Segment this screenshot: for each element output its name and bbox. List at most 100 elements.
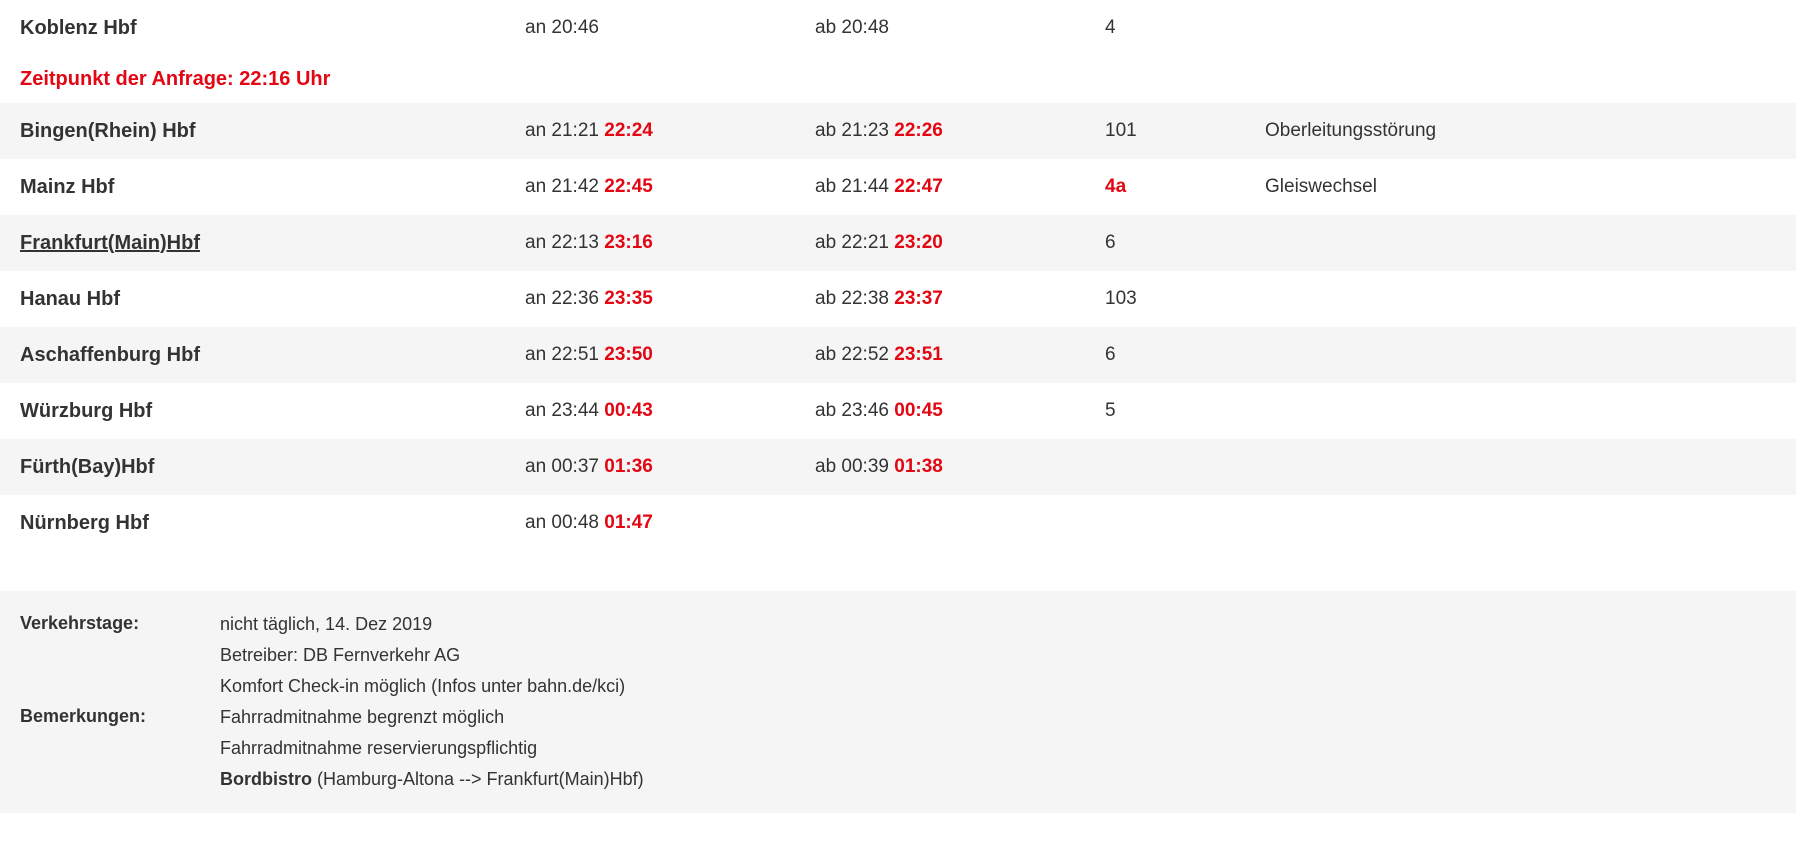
komfort: Komfort Check-in möglich (Infos unter ba… [220,673,1776,700]
bordbistro: Bordbistro (Hamburg-Altona --> Frankfurt… [220,766,1776,793]
arr-prefix: an [525,512,546,533]
bordbistro-rest: (Hamburg-Altona --> Frankfurt(Main)Hbf) [312,769,644,789]
platform-cell: 4 [1105,17,1265,39]
station-name: Bingen(Rhein) Hbf [20,120,525,143]
arr-prefix: an [525,344,546,365]
table-row: Bingen(Rhein) Hbfan 21:21 22:24ab 21:23 … [0,103,1796,159]
bemerkungen-label: Bemerkungen: [20,704,220,727]
departure-cell: ab 20:48 [815,17,1105,39]
arr-scheduled: 22:13 [551,232,599,253]
platform-cell: 6 [1105,232,1265,254]
platform-value: 4 [1105,17,1116,38]
departure-cell: ab 22:52 23:51 [815,344,1105,366]
footer-row-komfort: Komfort Check-in möglich (Infos unter ba… [20,673,1776,700]
footer: Verkehrstage: nicht täglich, 14. Dez 201… [0,591,1796,813]
dep-prefix: ab [815,232,836,253]
dep-prefix: ab [815,288,836,309]
dep-delay: 00:45 [894,400,943,421]
dep-delay: 22:26 [894,120,943,141]
station-name: Nürnberg Hbf [20,512,525,535]
platform-value: 4a [1105,176,1126,197]
dep-delay: 22:47 [894,176,943,197]
timetable: Koblenz Hbfan 20:46ab 20:484Zeitpunkt de… [0,0,1796,551]
table-row: Nürnberg Hbfan 00:48 01:47 [0,495,1796,551]
platform-cell: 6 [1105,344,1265,366]
station-name: Fürth(Bay)Hbf [20,456,525,479]
arr-prefix: an [525,232,546,253]
platform-value: 5 [1105,400,1116,421]
dep-delay: 01:38 [894,456,943,477]
station-name: Koblenz Hbf [20,17,525,40]
arr-scheduled: 20:46 [551,17,599,38]
station-name: Aschaffenburg Hbf [20,344,525,367]
arr-scheduled: 22:36 [551,288,599,309]
dep-scheduled: 21:23 [841,120,889,141]
departure-cell: ab 23:46 00:45 [815,400,1105,422]
arrival-cell: an 21:21 22:24 [525,120,815,142]
arr-prefix: an [525,176,546,197]
table-row: Fürth(Bay)Hbfan 00:37 01:36ab 00:39 01:3… [0,439,1796,495]
table-row: Aschaffenburg Hbfan 22:51 23:50ab 22:52 … [0,327,1796,383]
arr-prefix: an [525,17,546,38]
departure-cell: ab 22:21 23:20 [815,232,1105,254]
dep-prefix: ab [815,176,836,197]
arr-delay: 23:35 [604,288,653,309]
arrival-cell: an 23:44 00:43 [525,400,815,422]
dep-scheduled: 20:48 [841,17,889,38]
dep-scheduled: 22:52 [841,344,889,365]
table-row: Würzburg Hbfan 23:44 00:43ab 23:46 00:45… [0,383,1796,439]
departure-cell: ab 00:39 01:38 [815,456,1105,478]
footer-empty-label [20,766,220,768]
table-row: Mainz Hbfan 21:42 22:45ab 21:44 22:474a G… [0,159,1796,215]
footer-empty-label [20,673,220,675]
dep-delay: 23:37 [894,288,943,309]
dep-scheduled: 22:21 [841,232,889,253]
dep-delay: 23:51 [894,344,943,365]
arrival-cell: an 21:42 22:45 [525,176,815,198]
arr-delay: 22:45 [604,176,653,197]
request-time-row: Zeitpunkt der Anfrage: 22:16 Uhr [0,56,1796,103]
arr-prefix: an [525,456,546,477]
table-row: Koblenz Hbfan 20:46ab 20:484 [0,0,1796,56]
platform-cell: 103 [1105,288,1265,310]
verkehrstage-label: Verkehrstage: [20,611,220,634]
station-name: Würzburg Hbf [20,400,525,423]
arr-scheduled: 23:44 [551,400,599,421]
note-cell: Oberleitungsstörung [1265,120,1776,142]
table-row: Hanau Hbfan 22:36 23:35ab 22:38 23:37103 [0,271,1796,327]
footer-row-bemerkungen: Bemerkungen: Fahrradmitnahme begrenzt mö… [20,704,1776,731]
platform-cell: 101 [1105,120,1265,142]
arr-scheduled: 22:51 [551,344,599,365]
footer-row-bordbistro: Bordbistro (Hamburg-Altona --> Frankfurt… [20,766,1776,793]
dep-prefix: ab [815,456,836,477]
arr-delay: 00:43 [604,400,653,421]
departure-cell: ab 22:38 23:37 [815,288,1105,310]
footer-row-fahrrad2: Fahrradmitnahme reservierungspflichtig [20,735,1776,762]
platform-value: 6 [1105,232,1116,253]
station-name: Mainz Hbf [20,176,525,199]
platform-cell: 4a [1105,176,1265,198]
dep-scheduled: 00:39 [841,456,889,477]
footer-row-verkehrstage: Verkehrstage: nicht täglich, 14. Dez 201… [20,611,1776,638]
table-row: Frankfurt(Main)Hbfan 22:13 23:16ab 22:21… [0,215,1796,271]
dep-delay: 23:20 [894,232,943,253]
platform-value: 101 [1105,120,1137,141]
dep-prefix: ab [815,344,836,365]
arr-scheduled: 00:48 [551,512,599,533]
fahrrad2: Fahrradmitnahme reservierungspflichtig [220,735,1776,762]
station-name-underlined[interactable]: Frankfurt(Main)Hbf [20,232,200,254]
arr-delay: 22:24 [604,120,653,141]
platform-value: 6 [1105,344,1116,365]
request-time-label: Zeitpunkt der Anfrage: 22:16 Uhr [20,68,330,91]
footer-empty-label [20,735,220,737]
station-name: Frankfurt(Main)Hbf [20,232,525,255]
fahrrad1: Fahrradmitnahme begrenzt möglich [220,704,1776,731]
note-cell: Gleiswechsel [1265,176,1776,198]
arr-scheduled: 21:21 [551,120,599,141]
departure-cell: ab 21:44 22:47 [815,176,1105,198]
betreiber: Betreiber: DB Fernverkehr AG [220,642,1776,669]
arrival-cell: an 22:51 23:50 [525,344,815,366]
dep-prefix: ab [815,17,836,38]
dep-scheduled: 22:38 [841,288,889,309]
arrival-cell: an 00:48 01:47 [525,512,815,534]
